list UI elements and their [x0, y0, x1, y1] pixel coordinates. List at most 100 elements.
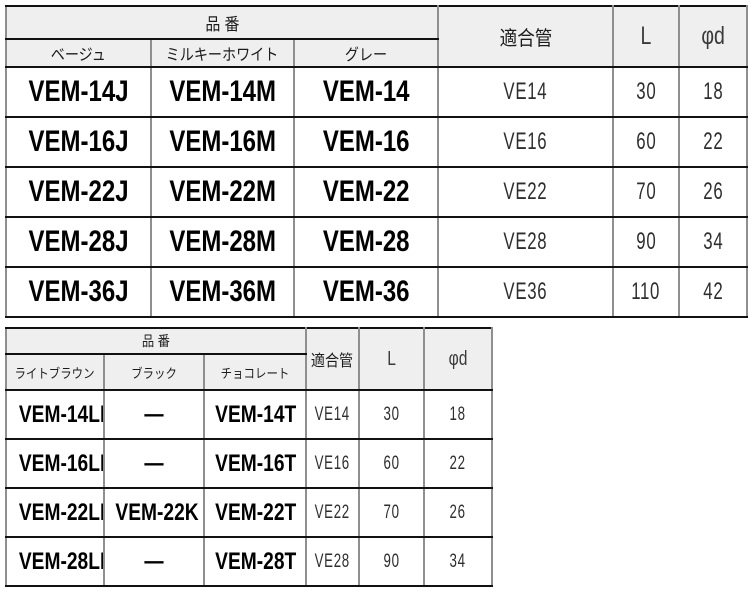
- length-header: L: [358, 327, 425, 391]
- color-header-label: グレー: [344, 47, 388, 64]
- length-cell: 60: [612, 116, 680, 168]
- length-cell: 90: [358, 536, 425, 587]
- color-header-label: ベージュ: [50, 47, 107, 64]
- table-row: VEM-14LB — VEM-14T VE14 30 18: [5, 389, 493, 440]
- product-code-cell: —: [103, 389, 205, 440]
- diameter-value: 18: [449, 403, 467, 425]
- product-code-cell: VEM-22T: [203, 487, 307, 538]
- table-row: VEM-16J VEM-16M VEM-16 VE16 60 22: [5, 116, 748, 168]
- length-value: 60: [635, 128, 657, 155]
- color-header-label: ミルキーホワイト: [166, 47, 279, 64]
- product-table-brown-colors: 品 番 適合管 L φd ライトブラウン ブラック チョコレート VEM-14L…: [5, 327, 493, 587]
- table-body: VEM-14J VEM-14M VEM-14 VE14 30 18 VEM-16…: [5, 66, 748, 318]
- part-number-header: 品 番: [5, 327, 307, 355]
- diameter-value: 34: [449, 550, 467, 572]
- product-code: VEM-28T: [215, 547, 297, 575]
- length-header-label: L: [387, 347, 396, 370]
- product-code: VEM-28J: [28, 225, 129, 258]
- product-code: VEM-36: [322, 275, 410, 308]
- color-header-milky-white: ミルキーホワイト: [150, 38, 295, 68]
- product-code: VEM-16T: [215, 449, 297, 477]
- table-row: VEM-22LB VEM-22K VEM-22T VE22 70 26: [5, 487, 493, 538]
- product-code-cell: VEM-22J: [5, 166, 152, 218]
- part-number-header-label: 品 番: [204, 15, 240, 34]
- product-code-cell: VEM-14: [293, 66, 439, 118]
- length-cell: 70: [612, 166, 680, 218]
- diameter-cell: 26: [678, 166, 748, 218]
- diameter-header: φd: [423, 327, 493, 391]
- diameter-value: 26: [702, 178, 724, 205]
- table-body: VEM-14LB — VEM-14T VE14 30 18 VEM-16LB —…: [5, 389, 493, 587]
- pipe-value: VE16: [503, 128, 548, 155]
- compatible-pipe-cell: VE22: [305, 487, 360, 538]
- product-code-cell: VEM-28LB: [5, 536, 105, 587]
- product-table-standard-colors: 品 番 適合管 L φd ベージュ ミルキーホワイト グレー VEM-14J V…: [5, 5, 748, 318]
- product-code: VEM-22LB: [18, 498, 102, 526]
- diameter-value: 22: [449, 452, 467, 474]
- length-cell: 90: [612, 216, 680, 268]
- product-code: —: [144, 547, 164, 575]
- product-code: VEM-14M: [169, 75, 276, 108]
- pipe-value: VE16: [314, 452, 351, 474]
- compatible-pipe-cell: VE16: [437, 116, 614, 168]
- color-header-chocolate: チョコレート: [203, 353, 307, 391]
- diameter-cell: 22: [678, 116, 748, 168]
- length-cell: 70: [358, 487, 425, 538]
- product-code: VEM-36J: [28, 275, 129, 308]
- product-code-cell: —: [103, 536, 205, 587]
- product-code: VEM-22: [322, 175, 410, 208]
- part-number-header: 品 番: [5, 5, 439, 40]
- header-row-colors: ベージュ ミルキーホワイト グレー: [5, 38, 747, 68]
- product-code: —: [144, 449, 164, 477]
- diameter-header-label: φd: [448, 347, 468, 370]
- product-code-cell: VEM-22: [293, 166, 439, 218]
- length-value: 30: [635, 78, 657, 105]
- length-value: 70: [635, 178, 657, 205]
- product-code: VEM-28M: [169, 225, 276, 258]
- table-row: VEM-28LB — VEM-28T VE28 90 34: [5, 536, 493, 587]
- product-code-cell: VEM-16LB: [5, 438, 105, 489]
- product-code: VEM-36M: [169, 275, 276, 308]
- pipe-value: VE28: [314, 550, 351, 572]
- product-code-cell: VEM-36M: [150, 266, 295, 318]
- diameter-cell: 18: [423, 389, 493, 440]
- pipe-value: VE14: [503, 78, 548, 105]
- product-code-cell: VEM-14T: [203, 389, 307, 440]
- table-header: 品 番 適合管 L φd ライトブラウン ブラック チョコレート: [5, 327, 493, 391]
- product-code-cell: VEM-14M: [150, 66, 295, 118]
- table-row: VEM-28J VEM-28M VEM-28 VE28 90 34: [5, 216, 748, 268]
- compatible-pipe-cell: VE22: [437, 166, 614, 218]
- length-header: L: [612, 5, 680, 68]
- table-row: VEM-36J VEM-36M VEM-36 VE36 110 42: [5, 266, 748, 318]
- diameter-value: 42: [702, 278, 724, 305]
- product-code-cell: VEM-22LB: [5, 487, 105, 538]
- header-row-part-number: 品 番 適合管 L φd: [5, 327, 493, 391]
- product-code-cell: VEM-36: [293, 266, 439, 318]
- length-value: 90: [383, 550, 400, 572]
- pipe-value: VE22: [314, 501, 351, 523]
- product-code-cell: VEM-14J: [5, 66, 152, 118]
- product-code: VEM-14LB: [18, 400, 102, 428]
- product-code: VEM-28LB: [18, 547, 102, 575]
- compatible-pipe-header-label: 適合管: [499, 28, 552, 50]
- diameter-cell: 34: [423, 536, 493, 587]
- pipe-value: VE28: [503, 228, 548, 255]
- color-header-gray: グレー: [293, 38, 439, 68]
- diameter-cell: 18: [678, 66, 748, 118]
- length-value: 60: [383, 452, 400, 474]
- diameter-cell: 34: [678, 216, 748, 268]
- pipe-value: VE22: [503, 178, 548, 205]
- product-code: VEM-22K: [115, 498, 199, 526]
- diameter-cell: 22: [423, 438, 493, 489]
- length-value: 110: [631, 278, 661, 305]
- length-value: 70: [383, 501, 400, 523]
- compatible-pipe-cell: VE28: [305, 536, 360, 587]
- pipe-value: VE14: [314, 403, 351, 425]
- product-code: —: [144, 400, 164, 428]
- header-row-part-number: 品 番 適合管 L φd: [5, 5, 748, 68]
- color-header-beige: ベージュ: [5, 38, 152, 68]
- length-cell: 30: [612, 66, 680, 118]
- diameter-header: φd: [678, 5, 748, 68]
- length-value: 30: [383, 403, 400, 425]
- length-cell: 110: [612, 266, 680, 318]
